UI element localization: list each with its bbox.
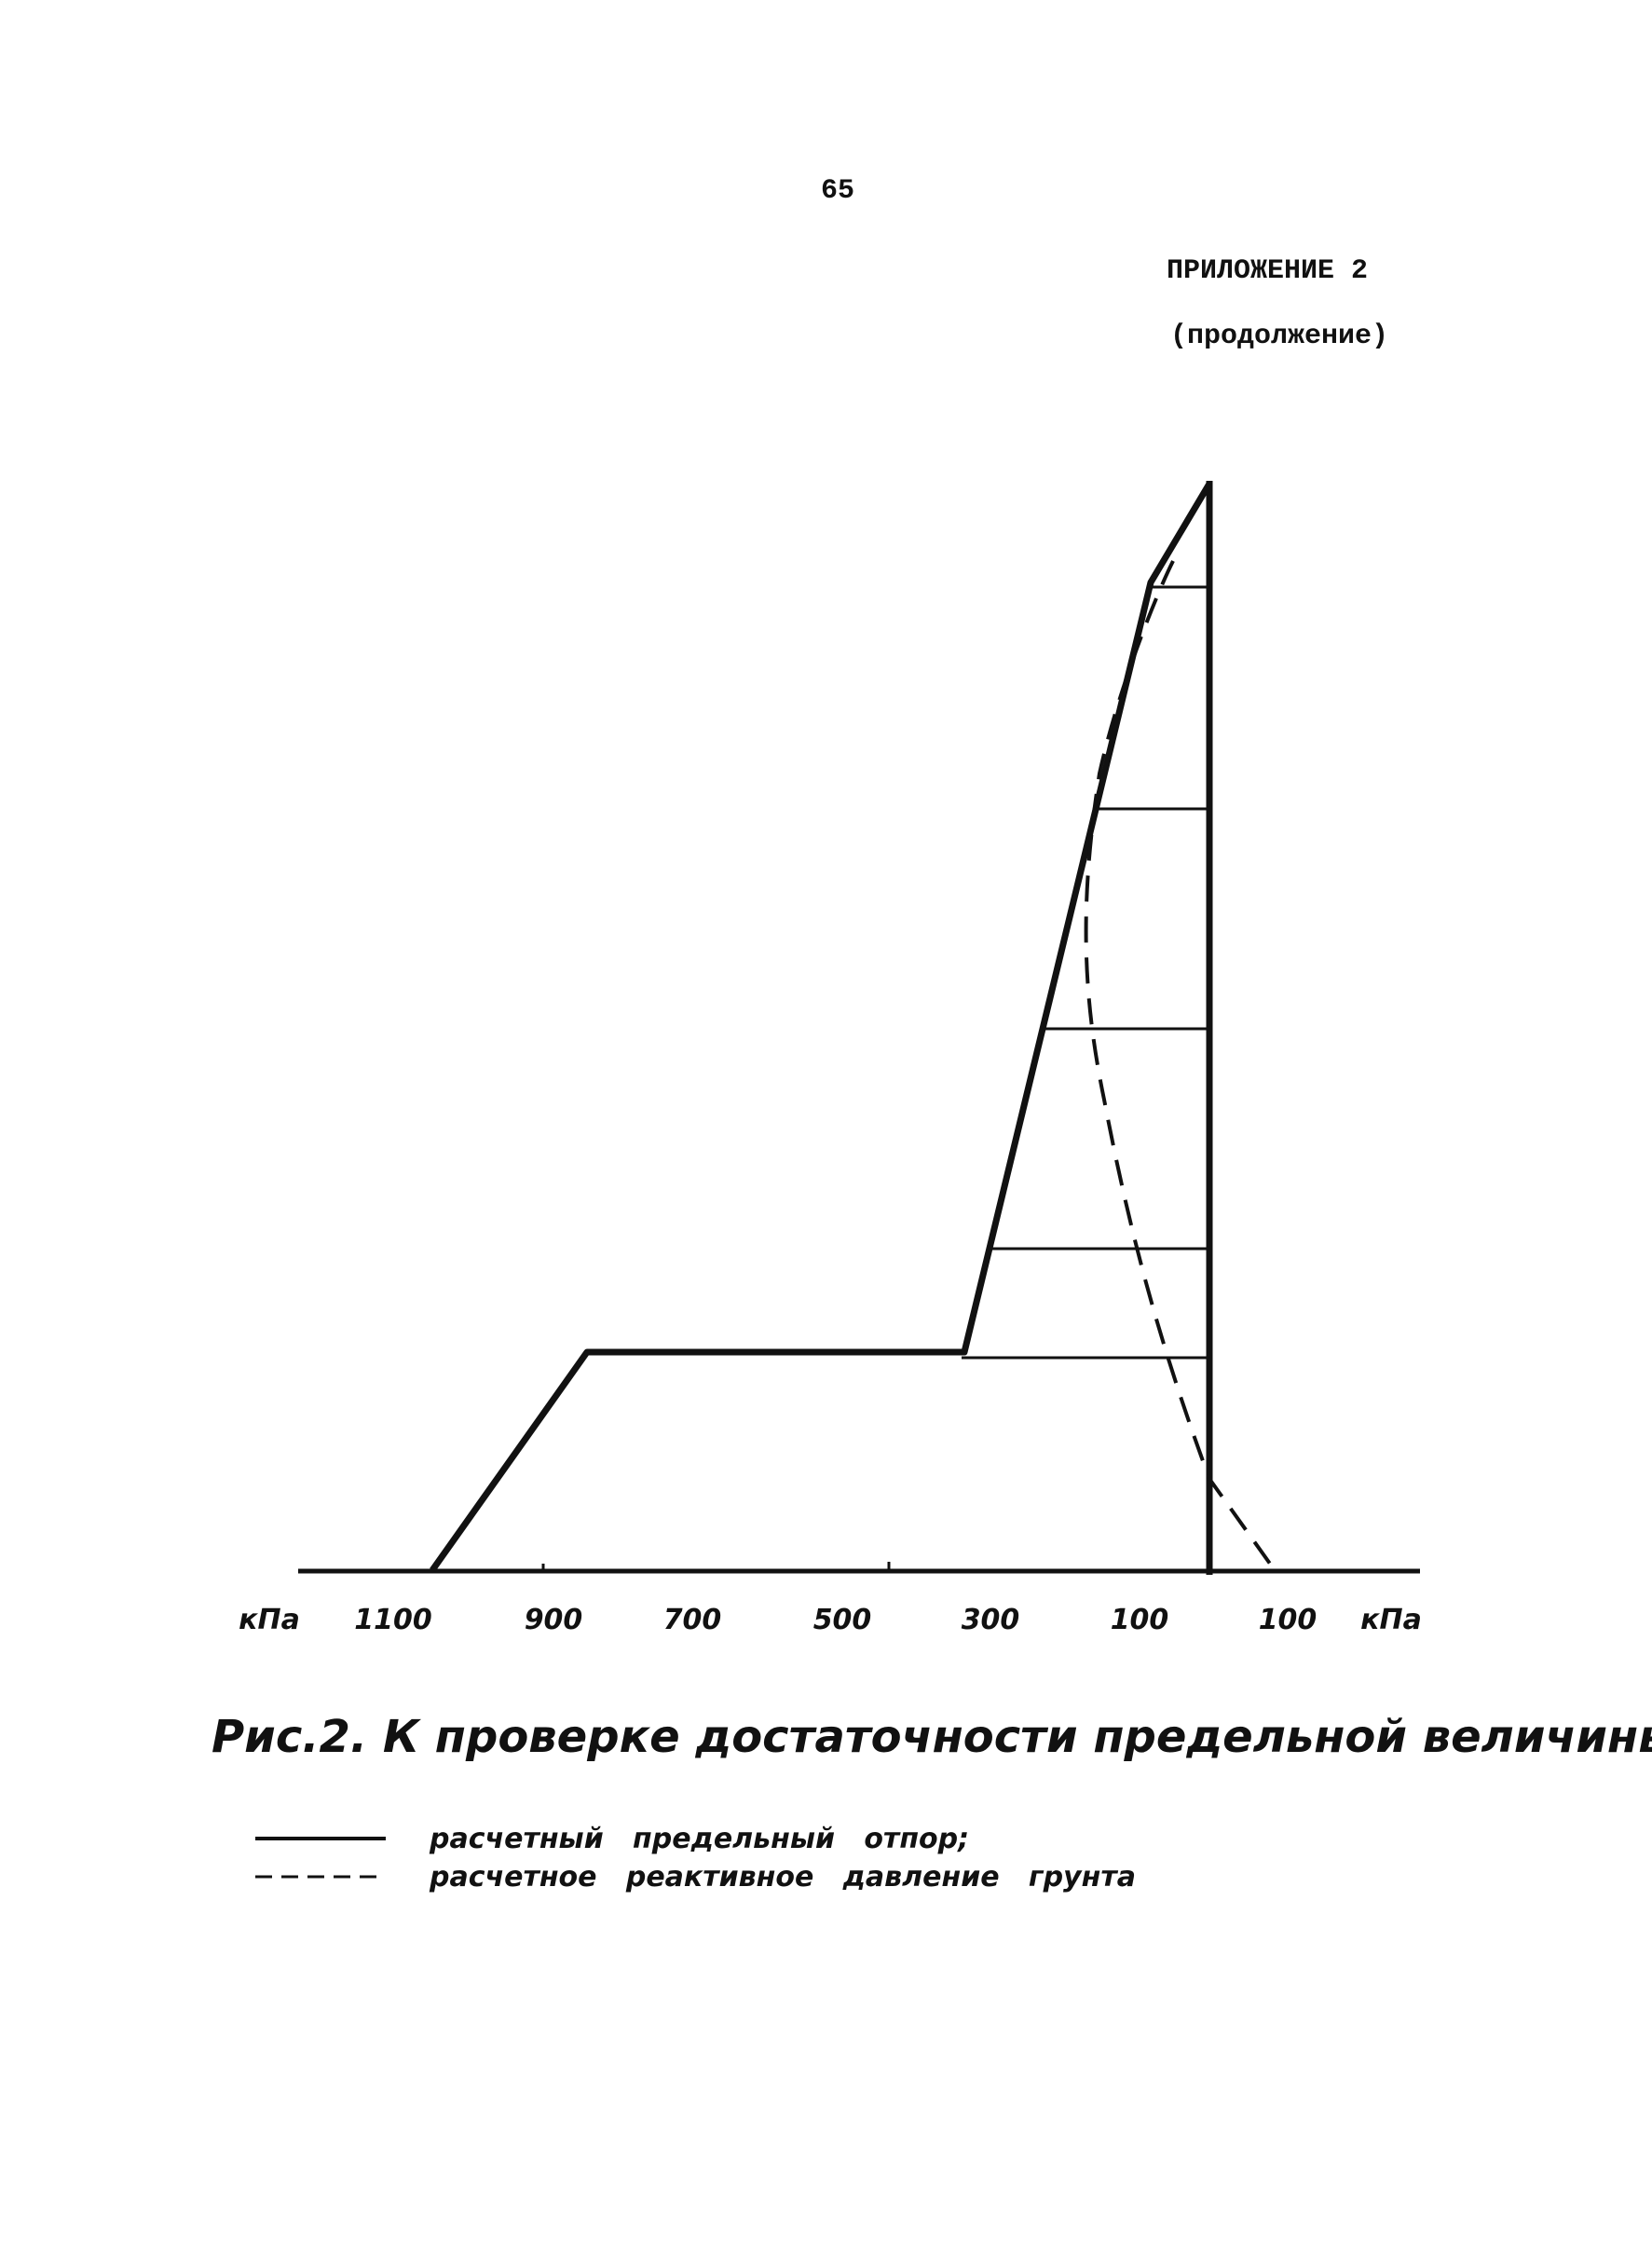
axis-ticks	[541, 1562, 891, 1571]
figure-caption: Рис.2. К проверке достаточности предельн…	[212, 1711, 1652, 1763]
axis-label: кПа	[239, 1604, 300, 1636]
page-number: 65	[821, 175, 854, 207]
hatch-lines	[962, 585, 1209, 1360]
limit-resistance-line	[430, 482, 1213, 1573]
legend-label: расчетный предельный отпор;	[429, 1823, 969, 1855]
axis-label: 500	[813, 1604, 872, 1636]
diagram	[298, 481, 1420, 1575]
axis-label: 1100	[354, 1604, 432, 1636]
axis-label: 900	[525, 1604, 583, 1636]
legend-label: расчетное реактивное давление грунта	[429, 1861, 1136, 1894]
axis-label: кПа	[1360, 1604, 1422, 1636]
axis-label: 100	[1259, 1604, 1318, 1636]
axis-label: 100	[1111, 1604, 1169, 1636]
continuation: (продолжение)	[1170, 321, 1388, 352]
reactive-pressure-curve	[1084, 560, 1277, 1572]
axis-label: 300	[962, 1604, 1020, 1636]
axis-label: 700	[663, 1604, 722, 1636]
appendix-title: ПРИЛОЖЕНИЕ 2	[1167, 255, 1368, 287]
